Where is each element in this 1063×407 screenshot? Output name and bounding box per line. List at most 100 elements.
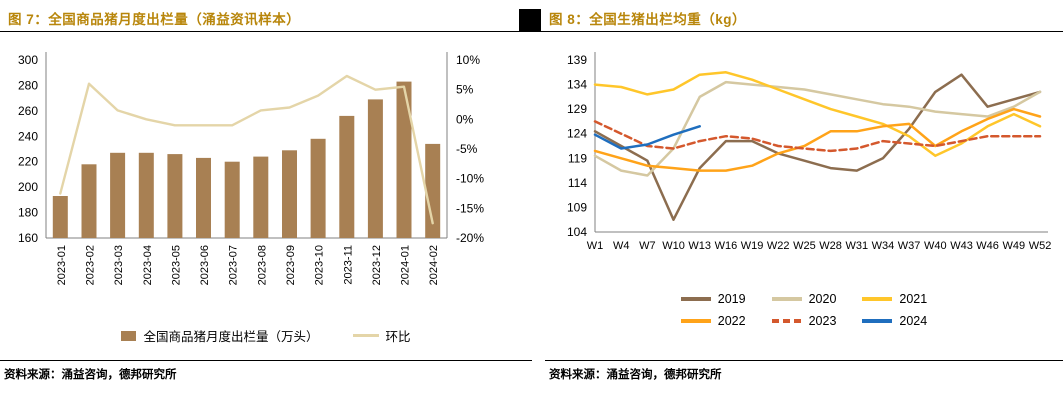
figure7-source-rule	[0, 360, 532, 361]
svg-text:W52: W52	[1029, 240, 1052, 252]
figure7-legend: 全国商品猪月度出栏量（万头） 环比	[0, 326, 532, 345]
svg-text:W43: W43	[950, 240, 973, 252]
legend-swatch	[771, 297, 802, 301]
svg-text:W7: W7	[639, 240, 656, 252]
svg-text:5%: 5%	[456, 83, 474, 97]
svg-text:-5%: -5%	[456, 142, 478, 156]
svg-text:129: 129	[567, 102, 587, 116]
series-lines	[593, 71, 1042, 221]
figure7-title: 图 7：全国商品猪月度出栏量（涌益资讯样本）	[8, 12, 301, 27]
svg-text:260: 260	[18, 104, 38, 118]
right-axis-labels: -20% -15% -10% -5% 0% 5% 10%	[456, 53, 484, 245]
svg-text:139: 139	[567, 53, 587, 67]
axis-lines	[594, 52, 1048, 233]
svg-text:W4: W4	[613, 240, 630, 252]
figure7-title-underline	[0, 31, 532, 32]
svg-text:W1: W1	[587, 240, 604, 252]
legend-swatch	[680, 319, 711, 323]
svg-text:2023-06: 2023-06	[199, 245, 211, 285]
legend-label: 2022	[717, 314, 746, 328]
figure8-panel: 图 8：全国生猪出栏均重（kg） 104 109 114 119 124 129 134 13…	[545, 0, 1063, 407]
y-axis-labels: 104 109 114 119 124 129 134 139	[567, 53, 587, 239]
svg-text:-10%: -10%	[456, 172, 484, 186]
svg-text:W25: W25	[793, 240, 816, 252]
legend-item-2022: 2022	[680, 314, 746, 328]
svg-text:2023-05: 2023-05	[170, 245, 182, 285]
svg-text:280: 280	[18, 78, 38, 92]
legend-swatch	[121, 330, 137, 341]
svg-text:2023-03: 2023-03	[113, 245, 125, 285]
svg-text:2023-12: 2023-12	[371, 245, 383, 285]
svg-text:2024-01: 2024-01	[400, 245, 412, 285]
legend-row: 2019 2020 2021	[680, 292, 927, 306]
svg-text:160: 160	[18, 231, 38, 245]
svg-text:2024-02: 2024-02	[428, 245, 440, 285]
legend-label: 2023	[808, 314, 837, 328]
legend-swatch	[862, 319, 893, 323]
svg-text:2023-04: 2023-04	[142, 245, 154, 285]
svg-text:W31: W31	[845, 240, 868, 252]
svg-text:W34: W34	[872, 240, 895, 252]
legend-item-环比: 环比	[352, 326, 411, 345]
figure7-chart: 160 180 200 220 240 260 280 300 -20% -15% -10% -5% 0…	[18, 52, 484, 285]
figure7-source: 资料来源：涌益咨询，德邦研究所	[4, 369, 177, 381]
svg-text:-20%: -20%	[456, 231, 484, 245]
series-2022	[593, 107, 1042, 172]
svg-text:0%: 0%	[456, 112, 474, 126]
svg-text:2023-01: 2023-01	[56, 245, 68, 285]
svg-text:W49: W49	[1002, 240, 1025, 252]
figure8-source: 资料来源：涌益咨询，德邦研究所	[549, 369, 722, 381]
svg-text:134: 134	[567, 78, 587, 92]
svg-text:W10: W10	[662, 240, 685, 252]
legend-label: 2020	[808, 292, 837, 306]
legend-label: 全国商品猪月度出栏量（万头）	[143, 330, 319, 344]
svg-text:119: 119	[568, 151, 587, 165]
legend-item-2021: 2021	[862, 292, 927, 306]
svg-text:W40: W40	[924, 240, 947, 252]
section-divider-square	[519, 9, 541, 31]
svg-text:W28: W28	[819, 240, 842, 252]
svg-text:W46: W46	[976, 240, 999, 252]
legend-swatch	[862, 297, 893, 301]
series-2019	[593, 73, 1042, 221]
series-2024	[593, 125, 701, 150]
svg-text:240: 240	[18, 129, 38, 143]
legend-item-2024: 2024	[862, 314, 927, 328]
svg-text:2023-09: 2023-09	[285, 245, 297, 285]
figure8-title: 图 8：全国生猪出栏均重（kg）	[549, 12, 747, 27]
svg-text:W19: W19	[741, 240, 764, 252]
svg-text:-15%: -15%	[456, 201, 484, 215]
legend-item-全国商品猪月度出栏量万头: 全国商品猪月度出栏量（万头）	[121, 326, 319, 345]
svg-text:2023-11: 2023-11	[342, 245, 354, 285]
svg-text:180: 180	[18, 206, 38, 220]
legend-label: 2024	[899, 314, 928, 328]
svg-text:2023-10: 2023-10	[314, 245, 326, 285]
svg-text:220: 220	[18, 155, 38, 169]
series-2023	[593, 120, 1042, 153]
svg-text:W37: W37	[898, 240, 921, 252]
svg-text:104: 104	[567, 225, 587, 239]
figure8-legend: 2019 2020 2021 2022 2023 2024	[545, 292, 1063, 328]
bar-series	[52, 81, 441, 239]
svg-text:114: 114	[568, 176, 587, 190]
svg-text:W13: W13	[688, 240, 711, 252]
svg-text:2023-02: 2023-02	[85, 245, 97, 285]
legend-row: 2022 2023 2024	[680, 314, 927, 328]
svg-text:10%: 10%	[456, 53, 480, 67]
svg-text:2023-07: 2023-07	[228, 245, 240, 285]
svg-text:109: 109	[567, 200, 587, 214]
legend-swatch	[352, 334, 379, 337]
figure7-panel: 图 7：全国商品猪月度出栏量（涌益资讯样本） 160 180 200 220 240 26…	[0, 12, 532, 381]
svg-text:W22: W22	[767, 240, 790, 252]
figure8-source-rule	[545, 360, 1063, 361]
legend-item-2019: 2019	[680, 292, 746, 306]
x-axis-labels: 2023-01 2023-02 2023-03 2023-04 2023-05 2023-…	[56, 245, 440, 285]
legend-item-2023: 2023	[771, 314, 837, 328]
svg-text:300: 300	[18, 53, 38, 67]
svg-text:200: 200	[18, 180, 38, 194]
axis-lines	[45, 52, 448, 239]
legend-swatch	[680, 297, 711, 301]
legend-label: 环比	[385, 330, 411, 344]
